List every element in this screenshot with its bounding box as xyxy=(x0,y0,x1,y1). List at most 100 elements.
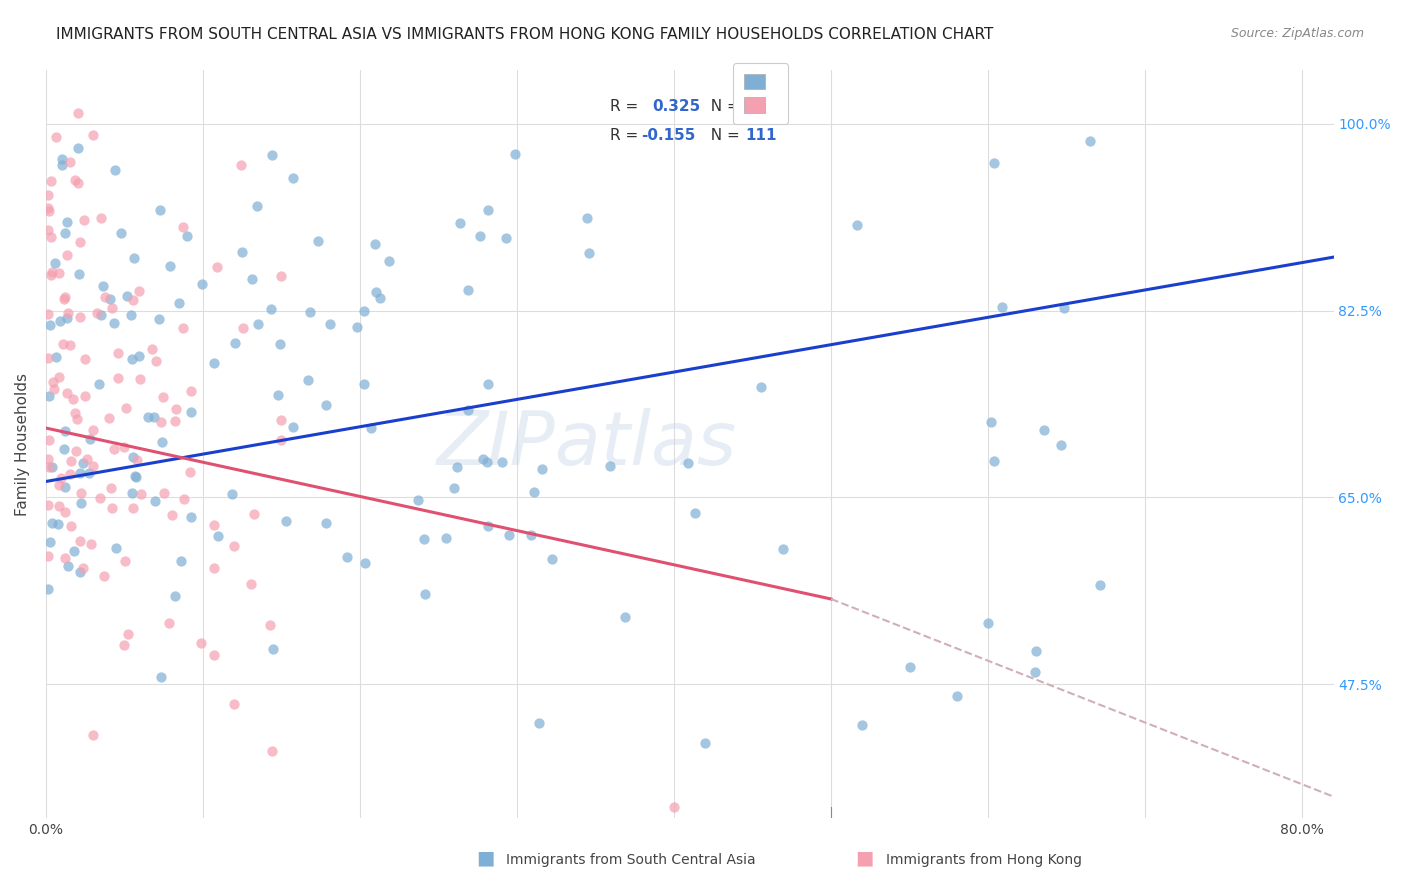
Point xyxy=(262,147,284,161)
Point xyxy=(53,480,76,494)
Point xyxy=(125,469,148,483)
Point xyxy=(353,377,375,392)
Point xyxy=(59,337,82,351)
Point xyxy=(117,627,139,641)
Point xyxy=(82,458,104,473)
Point xyxy=(53,292,76,306)
Text: ZIPatlas: ZIPatlas xyxy=(437,408,737,480)
Point xyxy=(66,106,89,120)
Point xyxy=(190,277,212,291)
Text: 141: 141 xyxy=(745,99,776,113)
Point xyxy=(77,466,100,480)
Point xyxy=(477,518,499,533)
Point xyxy=(207,260,229,274)
Point xyxy=(86,306,108,320)
Point xyxy=(695,735,717,749)
Point xyxy=(38,459,60,474)
Point xyxy=(48,478,70,492)
Point xyxy=(240,271,263,285)
Point xyxy=(89,376,111,391)
Point xyxy=(413,532,436,546)
Point xyxy=(153,485,176,500)
Point xyxy=(100,481,122,495)
Point xyxy=(851,718,873,732)
Point xyxy=(299,305,322,319)
Text: Immigrants from Hong Kong: Immigrants from Hong Kong xyxy=(886,853,1081,867)
Point xyxy=(73,389,96,403)
Point xyxy=(82,128,104,142)
Point xyxy=(503,146,526,161)
Point xyxy=(231,245,253,260)
Point xyxy=(121,450,143,465)
Point xyxy=(167,296,190,310)
Point xyxy=(477,203,499,218)
Point xyxy=(152,391,174,405)
Text: Source: ZipAtlas.com: Source: ZipAtlas.com xyxy=(1230,27,1364,40)
Point xyxy=(70,495,93,509)
Point xyxy=(443,481,465,495)
Point xyxy=(457,283,479,297)
Point xyxy=(45,350,67,364)
Point xyxy=(150,434,173,449)
Point xyxy=(179,465,201,479)
Point xyxy=(41,460,63,475)
Point xyxy=(51,158,73,172)
Point xyxy=(239,577,262,591)
Point xyxy=(59,155,82,169)
Text: ■: ■ xyxy=(855,848,875,867)
Point xyxy=(62,392,84,406)
Point xyxy=(121,501,143,516)
Point xyxy=(163,414,186,428)
Point xyxy=(246,199,269,213)
Point xyxy=(176,229,198,244)
Point xyxy=(103,442,125,456)
Point xyxy=(56,311,79,326)
Point xyxy=(307,234,329,248)
Point xyxy=(41,516,63,530)
Point xyxy=(122,251,145,265)
Point xyxy=(354,556,377,570)
Point xyxy=(93,569,115,583)
Point xyxy=(48,370,70,384)
Point xyxy=(520,528,543,542)
Point xyxy=(991,300,1014,314)
Point xyxy=(80,536,103,550)
Point xyxy=(498,528,520,542)
Point xyxy=(190,636,212,650)
Point xyxy=(945,689,967,703)
Point xyxy=(229,158,252,172)
Point xyxy=(73,213,96,227)
Point xyxy=(53,290,76,304)
Point xyxy=(46,516,69,531)
Point xyxy=(1090,577,1112,591)
Point xyxy=(315,516,337,530)
Point xyxy=(413,587,436,601)
Point xyxy=(105,541,128,556)
Point xyxy=(173,492,195,507)
Point xyxy=(143,410,166,425)
Point xyxy=(128,349,150,363)
Point xyxy=(65,443,87,458)
Point xyxy=(143,494,166,508)
Point xyxy=(42,375,65,389)
Point xyxy=(346,320,368,334)
Point xyxy=(38,203,60,218)
Point xyxy=(114,401,136,415)
Point xyxy=(120,308,142,322)
Point xyxy=(269,336,291,351)
Point xyxy=(170,554,193,568)
Point xyxy=(94,290,117,304)
Point xyxy=(495,231,517,245)
Point xyxy=(180,509,202,524)
Point xyxy=(436,531,458,545)
Point xyxy=(53,424,76,438)
Point xyxy=(364,285,387,299)
Point xyxy=(202,561,225,575)
Point xyxy=(180,384,202,398)
Point xyxy=(69,235,91,250)
Point xyxy=(977,615,1000,630)
Point xyxy=(406,493,429,508)
Point xyxy=(121,352,143,367)
Point xyxy=(471,451,494,466)
Point xyxy=(70,486,93,500)
